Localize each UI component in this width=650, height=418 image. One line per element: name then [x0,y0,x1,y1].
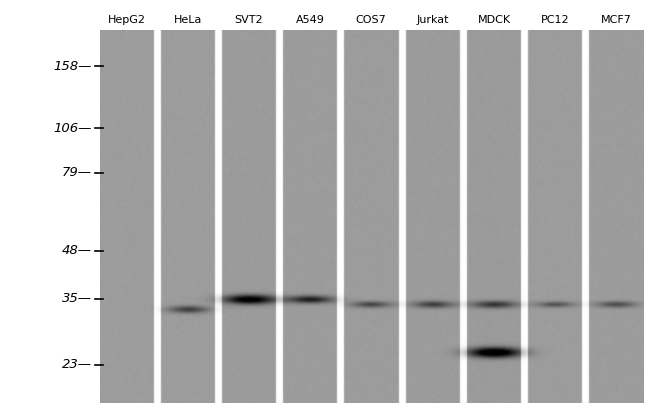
Text: PC12: PC12 [541,15,569,25]
Text: 23—: 23— [62,359,92,372]
Text: SVT2: SVT2 [235,15,263,25]
Text: A549: A549 [296,15,324,25]
Text: 106—: 106— [53,122,92,135]
Text: 48—: 48— [62,245,92,257]
Text: MCF7: MCF7 [601,15,631,25]
Text: Jurkat: Jurkat [417,15,449,25]
Text: HeLa: HeLa [174,15,202,25]
Text: MDCK: MDCK [478,15,510,25]
Text: 79—: 79— [62,166,92,179]
Text: COS7: COS7 [356,15,386,25]
Text: 35—: 35— [62,293,92,306]
Text: 158—: 158— [53,59,92,72]
Text: HepG2: HepG2 [108,15,146,25]
